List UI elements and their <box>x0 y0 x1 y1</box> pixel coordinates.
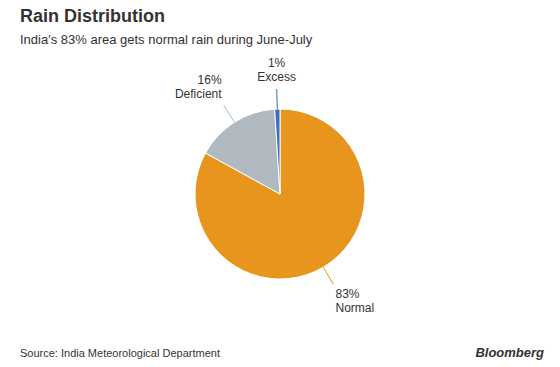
svg-text:16%Deficient: 16%Deficient <box>175 73 222 101</box>
html-text:Rain Distribution: Rain Distribution <box>20 6 165 26</box>
html-text:India's 83% area gets normal r: India's 83% area gets normal rain during… <box>20 32 313 47</box>
html-text:Bloomberg: Bloomberg <box>475 345 544 360</box>
svg-text:1%Excess: 1%Excess <box>257 56 296 84</box>
svg-text:83%Normal: 83%Normal <box>335 287 374 315</box>
html-text:Source: India Meteorological D: Source: India Meteorological Department <box>20 347 220 359</box>
